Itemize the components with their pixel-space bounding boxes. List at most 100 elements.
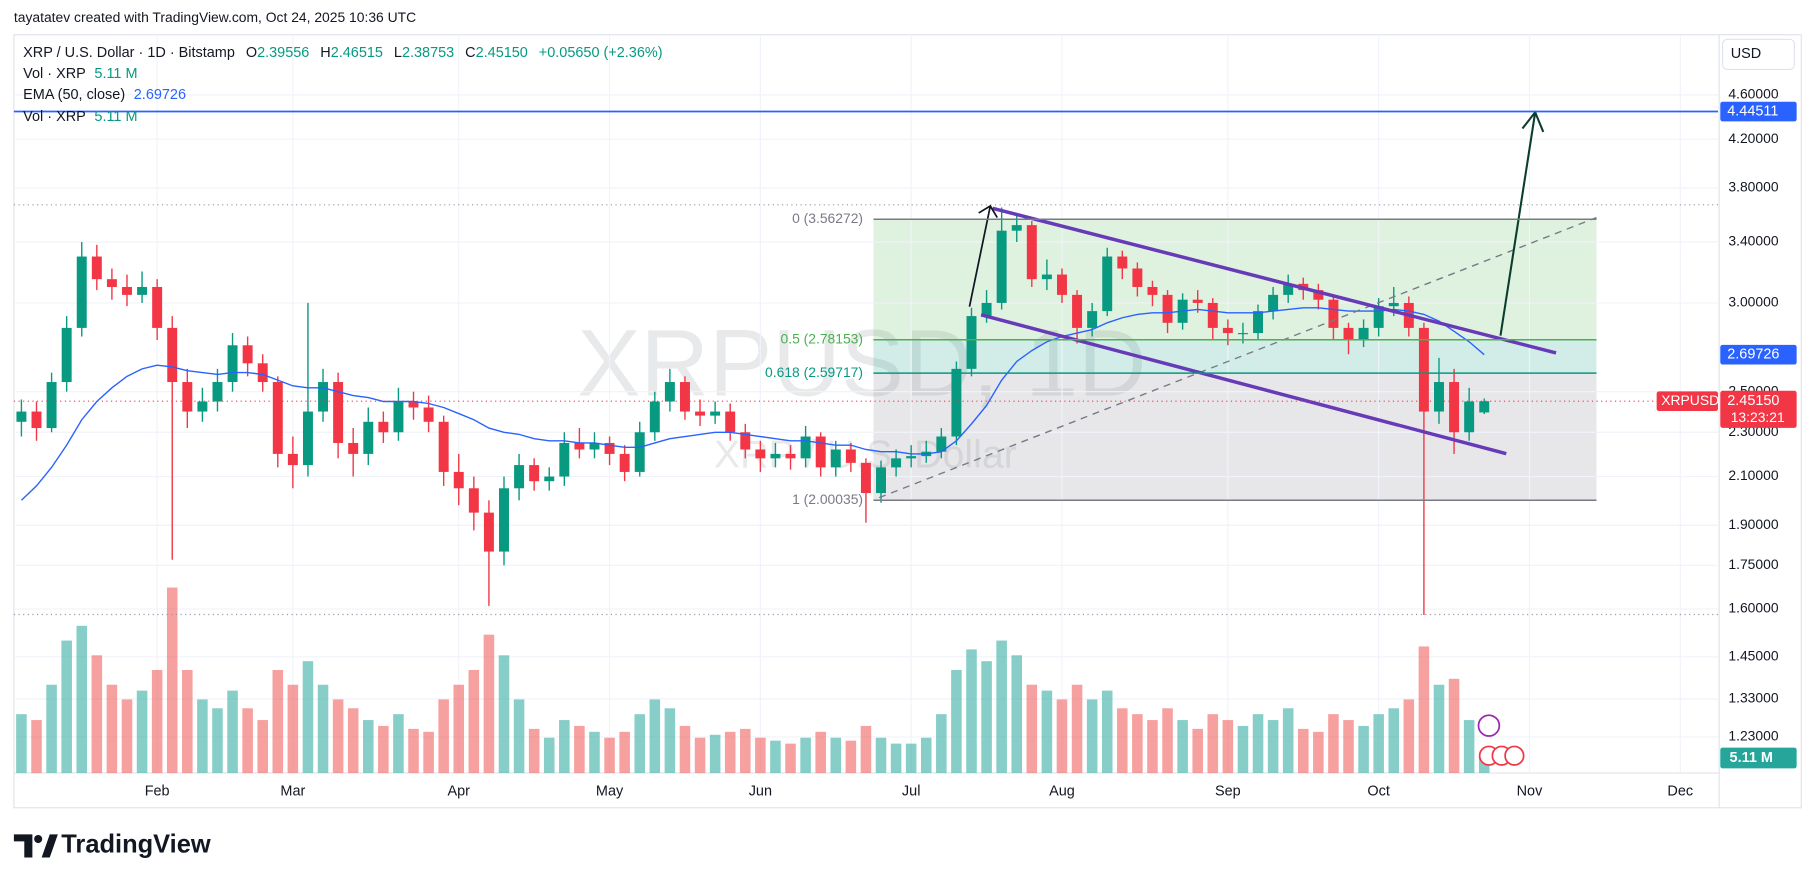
candle-body [182, 382, 193, 412]
event-icon[interactable] [1477, 714, 1501, 737]
candle-body [122, 286, 132, 295]
volume-bar [1192, 728, 1203, 774]
candle-body [318, 382, 329, 412]
volume-bar [830, 737, 842, 774]
candle-body [46, 382, 57, 429]
candle-body [453, 471, 464, 489]
volume-bar [378, 725, 389, 774]
fib-zone [873, 339, 1597, 374]
currency-button[interactable] [1722, 38, 1795, 71]
currency-label[interactable]: USD [1731, 46, 1762, 62]
volume-bar [1403, 699, 1415, 774]
logo-mark [41, 834, 58, 858]
x-tick-label: Sep [1215, 783, 1241, 799]
volume-bar [1117, 708, 1128, 774]
volume-bar [755, 737, 766, 774]
candle-body [1343, 327, 1354, 341]
volume-bar [1343, 720, 1354, 774]
volume-bar [1101, 690, 1113, 774]
volume-bar [1237, 725, 1249, 774]
volume-bar [1207, 714, 1219, 774]
x-tick-label: Apr [448, 783, 471, 799]
price-lines: 0 (3.56272) 0.5 (2.78153) 0.618 (2.59717) 1… [13, 110, 1718, 507]
volume-bar [182, 669, 193, 774]
ema-line [20, 307, 1485, 501]
candle-body [1162, 294, 1173, 323]
candle-body [589, 442, 600, 450]
legend-volume-value: 5.11 M [94, 66, 137, 82]
volume-bar [1041, 690, 1053, 774]
event-icon[interactable] [1504, 745, 1525, 766]
candle-body [363, 421, 374, 454]
candle-body [76, 256, 87, 328]
event-icons [1477, 714, 1525, 766]
volume-bar [679, 725, 691, 774]
volume-bar [197, 699, 208, 774]
symbol-badge-bg [1656, 391, 1718, 412]
candle-body [137, 286, 148, 295]
volume-bar [966, 649, 977, 774]
ema-badge-bg [1720, 344, 1797, 365]
candle-body [830, 449, 841, 468]
candle-body [906, 456, 917, 459]
y-tick-label: 1.90000 [1728, 516, 1778, 532]
fib-level-label: 0 (3.56272) [792, 210, 863, 226]
attribution: tayatatev created with TradingView.com, … [14, 9, 416, 25]
legend-l-value: 2.38753 [402, 45, 454, 61]
volume-bar [1086, 699, 1098, 774]
volume-bar [709, 734, 721, 774]
x-tick-label: Jun [749, 783, 772, 799]
candle-body [1434, 382, 1444, 412]
channel-lower [980, 313, 1507, 456]
candle-body [1449, 382, 1460, 433]
candle-body [514, 465, 525, 489]
volume-bar [227, 690, 238, 774]
volume-bar [121, 699, 133, 774]
brand-name: TradingView [61, 831, 211, 859]
volume-bar [951, 669, 962, 774]
legend-c-value: 2.45150 [476, 45, 528, 61]
volume-bar [1147, 720, 1158, 774]
volume-bar [1418, 646, 1430, 774]
volume-bar [1297, 728, 1309, 774]
volume-bar [136, 690, 148, 774]
volume-bar [875, 737, 887, 774]
hline-badge: 4.44511 [1727, 103, 1778, 119]
candle-body [16, 411, 27, 422]
fib-level-label: 0.618 (2.59717) [765, 364, 863, 380]
candle-body [1057, 274, 1067, 295]
legend-line-3: EMA (50, close) 2.69726 [23, 87, 186, 103]
candle-body [740, 432, 751, 450]
candle-body [212, 382, 223, 402]
x-tick-label: Dec [1667, 783, 1693, 799]
fibonacci-retracement [873, 219, 1597, 501]
volume-bar [212, 708, 223, 774]
symbol-badge: XRPUSD [1661, 392, 1719, 408]
candle-body [755, 449, 766, 459]
volume-bar [785, 743, 796, 774]
impulse-arrow [968, 204, 998, 307]
candle-body [1479, 401, 1490, 413]
candle-body [876, 467, 886, 494]
candle-body [710, 411, 721, 416]
volume-bar [996, 640, 1007, 774]
volume-bar [1177, 720, 1188, 774]
volume-bar [76, 625, 88, 774]
logo-mark [34, 834, 43, 844]
volume-bar [257, 720, 268, 774]
candle-body [106, 279, 117, 287]
volume-bar [438, 699, 449, 774]
y-tick-label: 1.45000 [1728, 647, 1778, 663]
candle-body [1132, 268, 1143, 287]
candle-body [936, 436, 947, 452]
x-tick-label: Nov [1517, 783, 1543, 799]
legend-h-value: 2.46515 [331, 45, 383, 61]
candle-body [1418, 327, 1429, 412]
y-tick-label: 3.80000 [1728, 179, 1778, 195]
y-tick-label: 1.33000 [1728, 690, 1778, 706]
volume-bar [1282, 708, 1294, 774]
x-tick-label: Oct [1367, 783, 1389, 799]
candle-body [544, 476, 555, 482]
candle-body [242, 345, 253, 364]
